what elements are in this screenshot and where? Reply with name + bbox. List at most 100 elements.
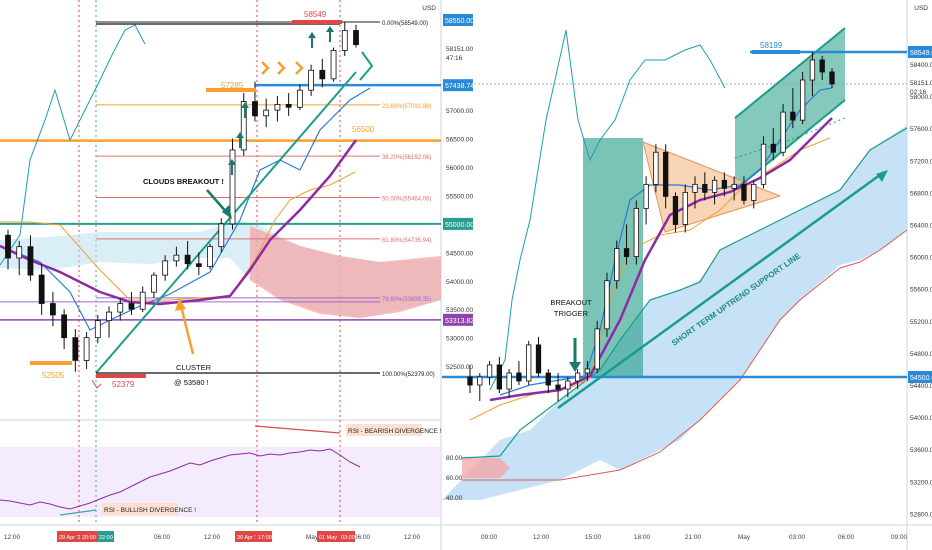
right-x-tick: 12:00 bbox=[533, 534, 550, 541]
right-candle bbox=[760, 143, 767, 185]
left-candle bbox=[173, 254, 180, 262]
rsi-tick: 60.00 bbox=[446, 475, 463, 482]
left-candle bbox=[252, 101, 258, 117]
right-last-price: 58151.00 bbox=[910, 80, 932, 87]
right-chikou-line bbox=[489, 29, 726, 391]
up-arrow-head-3 bbox=[308, 32, 316, 38]
left-tag-top: 58550.00 bbox=[445, 18, 474, 25]
left-x-highlight: 20:00 bbox=[82, 535, 96, 541]
low2-marker bbox=[30, 361, 72, 365]
right-candle bbox=[604, 280, 610, 330]
right-candle bbox=[809, 59, 816, 81]
right-candle bbox=[770, 143, 776, 153]
left-cloud-red bbox=[250, 226, 441, 318]
right-price-tick: 54800.00 bbox=[910, 351, 932, 358]
right-candle bbox=[565, 380, 571, 390]
left-candle bbox=[139, 291, 146, 310]
left-candle bbox=[195, 263, 202, 267]
left-x-highlight-bg bbox=[57, 531, 82, 542]
left-candle bbox=[72, 337, 79, 361]
left-candle bbox=[16, 246, 23, 259]
right-x-tick: 03:00 bbox=[789, 534, 806, 541]
left-x-tick: 12:00 bbox=[404, 534, 421, 541]
left-chikou-line bbox=[0, 24, 146, 266]
left-candle bbox=[353, 30, 359, 46]
up-arrow-head-4 bbox=[326, 26, 334, 32]
left-x-highlight: 01 May '21 bbox=[319, 535, 346, 541]
right-candle bbox=[829, 71, 835, 85]
fib-label-2: 38.20%(56192.06) bbox=[382, 155, 431, 161]
right-price-tick: 57200.00 bbox=[910, 158, 932, 165]
left-price-tick: 53500.00 bbox=[446, 307, 473, 314]
right-candle bbox=[780, 111, 786, 153]
right-price-tick: 56000.00 bbox=[910, 255, 932, 262]
left-candle bbox=[184, 254, 191, 265]
rsi-band bbox=[0, 447, 441, 517]
right-tag-support-bg bbox=[908, 371, 932, 383]
left-x-tick: 06:00 bbox=[354, 534, 371, 541]
left-candle bbox=[5, 234, 11, 259]
right-candle bbox=[486, 364, 493, 378]
level-58199-label: 58199 bbox=[760, 41, 783, 50]
left-candle bbox=[296, 89, 303, 108]
left-moving-average bbox=[0, 139, 358, 306]
breakout-trigger-arrow-head bbox=[569, 362, 581, 372]
right-x-tick: 09:00 bbox=[481, 534, 498, 541]
left-trend-line bbox=[95, 71, 357, 374]
right-candle bbox=[751, 183, 757, 201]
right-price-tick: 58400.00 bbox=[910, 62, 932, 69]
left-candle bbox=[263, 109, 270, 117]
right-candle bbox=[594, 328, 600, 370]
right-leading-span-a bbox=[461, 127, 908, 459]
right-candle bbox=[819, 59, 825, 73]
left-price-tick: 54000.00 bbox=[446, 279, 473, 286]
right-x-tick: 09:00 bbox=[891, 534, 908, 541]
left-x-highlight-bg bbox=[97, 531, 114, 542]
right-cloud-red bbox=[462, 458, 510, 478]
right-candle bbox=[574, 372, 581, 382]
left-tag-57438-bg bbox=[443, 79, 473, 92]
rsi-bullish-label: RSI - BULLISH DIVERGENCE ! bbox=[104, 507, 196, 514]
high-marker bbox=[292, 20, 342, 24]
left-candle bbox=[61, 314, 68, 339]
left-candle bbox=[341, 30, 348, 51]
up-arrow-head-0 bbox=[228, 159, 236, 165]
right-leading-span-b bbox=[462, 229, 908, 481]
left-price-tick: 55500.00 bbox=[446, 193, 473, 200]
left-price-tick: 53000.00 bbox=[446, 336, 473, 343]
fib-label-4: 61.80%(54735.94) bbox=[382, 238, 431, 244]
up-arrow-head-1 bbox=[236, 132, 244, 138]
right-candle bbox=[731, 183, 737, 189]
right-candle bbox=[692, 183, 698, 193]
breakout-arrow-head bbox=[222, 205, 232, 219]
right-price-tick: 57600.00 bbox=[910, 126, 932, 133]
left-candle bbox=[38, 274, 45, 304]
low2-label: 52505 bbox=[42, 371, 65, 380]
right-tag-top-bg bbox=[908, 46, 932, 58]
right-candle bbox=[663, 151, 669, 197]
channel-top bbox=[734, 27, 846, 119]
right-candle bbox=[526, 344, 532, 382]
right-tag-top: 58549.00 bbox=[910, 50, 932, 57]
left-candle bbox=[229, 149, 236, 225]
level-58199-marker bbox=[752, 50, 800, 54]
orange-chevron-0 bbox=[261, 61, 270, 75]
fib-label-0: 0.00%(58549.00) bbox=[382, 21, 428, 27]
left-candle bbox=[83, 337, 90, 361]
right-candle bbox=[614, 248, 620, 282]
right-cloud-blue bbox=[442, 125, 907, 500]
left-x-highlight-bg bbox=[256, 531, 272, 542]
breakout-trigger-label-1: BREAKOUT bbox=[550, 298, 592, 307]
cluster-arrow-head bbox=[175, 298, 186, 311]
right-tag-support: 54500.00 bbox=[910, 375, 932, 382]
right-candle bbox=[672, 195, 679, 225]
right-candle bbox=[741, 183, 747, 201]
left-candle bbox=[218, 223, 225, 248]
right-price-tick: 53200.00 bbox=[910, 479, 932, 486]
right-moving-average bbox=[489, 117, 833, 402]
left-candle bbox=[128, 303, 135, 310]
left-x-highlight-bg bbox=[339, 531, 355, 542]
left-tag-53313: 53313.82 bbox=[445, 318, 474, 325]
left-candle bbox=[27, 246, 34, 276]
right-x-tick: 15:00 bbox=[585, 534, 602, 541]
